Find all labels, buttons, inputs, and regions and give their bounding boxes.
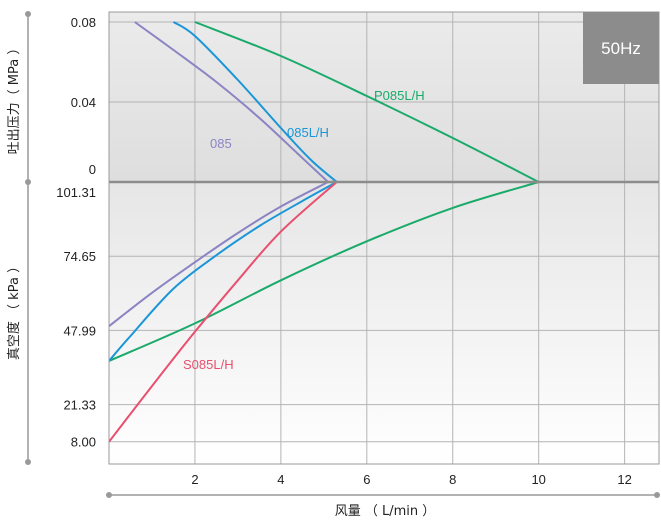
series-label-085lh: 085L/H [287,125,329,140]
left-axis-dot-bottom [25,459,31,465]
series-s085lh-vacuum-curve [109,181,338,443]
grid [109,12,659,464]
series-085lh-pressure-curve [172,21,338,183]
y-axis-title-upper: 吐出压力（ MPa ） [7,42,22,155]
frequency-badge-text: 50Hz [601,39,641,58]
bottom-axis-dot-right [654,492,660,498]
plot-frame [108,11,660,465]
vacuum-tick-label: 101.31 [56,185,96,200]
vacuum-tick-label: 8.00 [71,435,96,450]
left-axis-dot-mid [25,179,31,185]
vacuum-tick-label: 74.65 [63,249,96,264]
vacuum-tick-label: 47.99 [63,323,96,338]
pressure-tick-label: 0.04 [71,95,96,110]
x-tick-label: 12 [617,472,631,487]
curves [109,21,540,443]
series-085lh-vacuum-curve [109,181,338,362]
left-axis-dot-top [25,11,31,17]
lower-plot-background [109,182,659,464]
pressure-tick-label: 0.08 [71,15,96,30]
x-tick-label: 10 [531,472,545,487]
series-p085lh-pressure-curve [194,21,540,183]
series-085-vacuum-curve [109,181,329,327]
series-label-085: 085 [210,136,232,151]
x-tick-label: 6 [363,472,370,487]
bottom-axis-dot-left [106,492,112,498]
y-axis-title-lower: 真空度 （ kPa ） [6,260,22,360]
series-label-p085lh: P085L/H [374,88,425,103]
x-tick-label: 4 [277,472,284,487]
vacuum-tick-label: 21.33 [63,398,96,413]
pressure-tick-label: 0 [89,162,96,177]
x-axis-title: 风量 （ L/min ） [335,504,436,519]
x-tick-label: 2 [191,472,198,487]
x-tick-label: 8 [449,472,456,487]
series-label-s085lh: S085L/H [183,357,234,372]
frequency-badge [583,12,659,84]
tick-labels: 2 4 6 8 10 12 0.08 0.04 0 101.31 74.65 47.99 21.33 8.… [56,15,632,487]
series-085-pressure-curve [134,21,329,183]
series-p085lh-vacuum-curve [109,181,539,362]
